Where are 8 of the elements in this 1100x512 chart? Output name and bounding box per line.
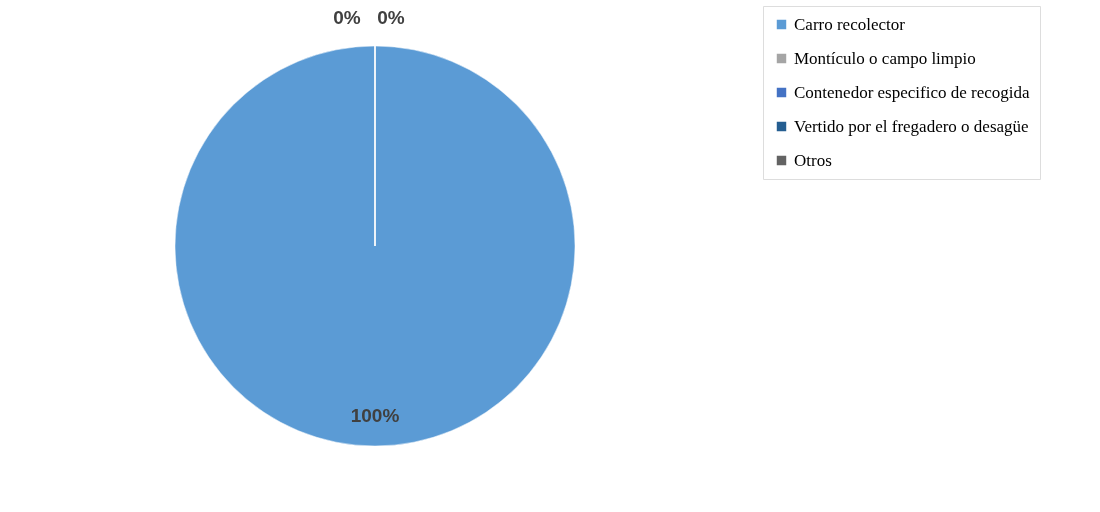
text: 0% bbox=[333, 7, 361, 28]
legend-label: Contenedor especifico de recogida bbox=[794, 82, 1030, 102]
data-label: 100% bbox=[350, 405, 400, 426]
legend-label: Carro recolector bbox=[794, 14, 906, 34]
legend-label: Otros bbox=[794, 150, 832, 170]
text: 0% bbox=[377, 7, 405, 28]
legend-label: Vertido por el fregadero o desagüe bbox=[794, 116, 1029, 136]
legend-label: Montículo o campo limpio bbox=[794, 48, 976, 68]
